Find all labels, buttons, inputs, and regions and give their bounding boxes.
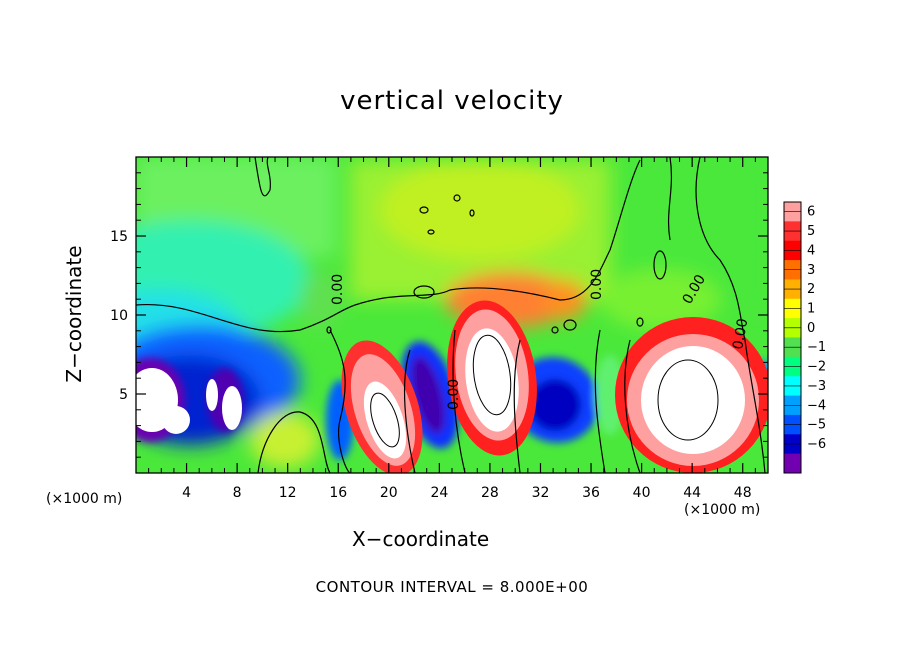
x-tick-label: 32 xyxy=(532,485,550,501)
colorbar-label: 6 xyxy=(807,205,815,220)
y-axis-label: Z−coordinate xyxy=(62,245,86,383)
x-tick-label: 48 xyxy=(734,485,752,501)
colorbar-label: 5 xyxy=(807,224,815,239)
velocity-field: 0.00 0.00 0.00 0.00 0.00 xyxy=(136,157,768,473)
colorbar-label: 1 xyxy=(807,301,815,316)
x-units-right: (×1000 m) xyxy=(684,502,761,518)
chart-title: vertical velocity xyxy=(340,86,564,116)
x-tick-label: 40 xyxy=(633,485,651,501)
y-tick-label: 10 xyxy=(110,308,128,324)
colorbar-label: 3 xyxy=(807,263,815,278)
contour-label: 0.00 xyxy=(589,269,605,300)
x-tick-label: 12 xyxy=(279,485,297,501)
colorbar-label: −6 xyxy=(807,437,826,452)
colorbar-label: −3 xyxy=(807,379,826,394)
contour-label: 0.00 xyxy=(730,317,751,350)
y-tick-label: 15 xyxy=(110,229,128,245)
x-units-left: (×1000 m) xyxy=(46,491,123,507)
x-tick-label: 16 xyxy=(329,485,347,501)
x-tick-label: 4 xyxy=(182,485,191,501)
colorbar-label: −1 xyxy=(807,340,826,355)
colorbar-label: 0 xyxy=(807,321,815,336)
contour-interval-note: CONTOUR INTERVAL = 8.000E+00 xyxy=(315,578,589,596)
x-tick-label: 20 xyxy=(380,485,398,501)
x-axis: 4 8 12 16 20 24 28 32 36 40 44 48 xyxy=(148,157,756,501)
colorbar-label: 2 xyxy=(807,282,815,297)
x-tick-label: 8 xyxy=(233,485,242,501)
contour-label: 0.00 xyxy=(330,274,346,305)
x-tick-label: 36 xyxy=(582,485,600,501)
colorbar: 6 5 4 3 2 1 0 −1 −2 −3 −4 −5 −6 xyxy=(783,201,826,474)
x-axis-label: X−coordinate xyxy=(352,527,490,551)
colorbar-label: −4 xyxy=(807,398,826,413)
colorbar-label: −2 xyxy=(807,360,826,375)
y-tick-label: 5 xyxy=(119,387,128,403)
colorbar-swatch xyxy=(784,453,801,474)
y-axis: 5 10 15 xyxy=(110,172,768,458)
colorbar-label: −5 xyxy=(807,418,826,433)
x-tick-label: 28 xyxy=(481,485,499,501)
colorbar-frame xyxy=(783,201,802,474)
x-tick-label: 24 xyxy=(430,485,448,501)
contour-label: 0.00 xyxy=(446,379,462,410)
x-tick-label: 44 xyxy=(683,485,701,501)
zero-contours xyxy=(136,157,766,473)
colorbar-label: 4 xyxy=(807,243,815,258)
